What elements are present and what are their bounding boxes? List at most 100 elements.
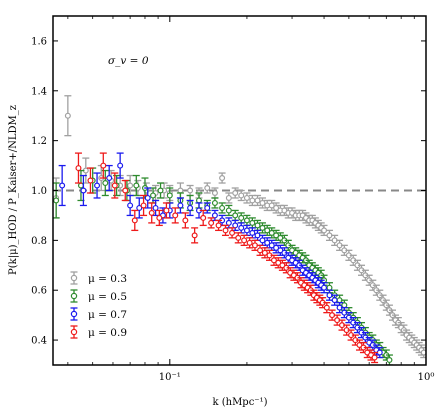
- data-point: [268, 229, 275, 236]
- y-tick-label: 1.0: [31, 186, 47, 197]
- data-point: [215, 222, 222, 229]
- data-point: [232, 212, 239, 219]
- data-point: [235, 234, 242, 241]
- data-point: [94, 182, 101, 189]
- data-point: [177, 202, 184, 209]
- legend-label: μ = 0.7: [88, 309, 127, 321]
- data-point: [326, 284, 333, 291]
- data-point: [331, 297, 338, 304]
- data-point: [80, 187, 87, 194]
- data-point: [53, 197, 60, 204]
- data-point: [182, 217, 189, 224]
- data-point: [273, 244, 280, 251]
- data-point: [241, 237, 248, 244]
- data-point: [273, 204, 280, 211]
- data-point: [136, 204, 143, 211]
- data-point: [172, 212, 179, 219]
- data-point: [268, 202, 275, 209]
- data-point: [321, 284, 328, 291]
- y-tick-label: 1.2: [31, 136, 47, 147]
- data-point: [140, 202, 147, 209]
- data-point: [264, 227, 271, 234]
- legend-marker: [70, 310, 78, 318]
- data-point: [144, 194, 151, 201]
- data-point: [77, 182, 84, 189]
- data-point: [229, 229, 236, 236]
- legend: μ = 0.3 μ = 0.5 μ = 0.7 μ = 0.9: [70, 271, 127, 339]
- legend-marker: [70, 292, 78, 300]
- data-point: [225, 219, 232, 226]
- data-point: [219, 175, 226, 182]
- data-point: [232, 189, 239, 196]
- data-point: [187, 204, 194, 211]
- data-point: [100, 162, 107, 169]
- data-point: [268, 242, 275, 249]
- data-point: [75, 165, 82, 172]
- y-axis-label: P(k|μ)_HOD / P_Kaiser+/NLDM_z: [8, 105, 19, 275]
- x-tick-label: 10⁰: [418, 372, 435, 383]
- data-point: [243, 227, 250, 234]
- data-point: [87, 177, 94, 184]
- data-point: [386, 357, 393, 364]
- series-3: [74, 152, 379, 364]
- data-point: [246, 239, 253, 246]
- data-point: [177, 187, 184, 194]
- data-point: [259, 199, 266, 206]
- data-point: [238, 224, 245, 231]
- data-point: [249, 219, 256, 226]
- data-point: [238, 214, 245, 221]
- data-point: [117, 162, 124, 169]
- data-point: [341, 302, 348, 309]
- data-point: [211, 199, 218, 206]
- data-point: [187, 187, 194, 194]
- data-point: [200, 214, 207, 221]
- sigma-annotation: σ_v = 0: [108, 55, 149, 67]
- data-point: [122, 187, 129, 194]
- data-point: [275, 259, 282, 266]
- y-tick-label: 1.4: [31, 86, 47, 97]
- data-point: [249, 229, 256, 236]
- data-point: [163, 207, 170, 214]
- data-point: [131, 217, 138, 224]
- data-point: [371, 354, 378, 361]
- data-point: [133, 182, 140, 189]
- data-point: [102, 180, 109, 187]
- data-point: [243, 194, 250, 201]
- legend-marker: [70, 274, 78, 282]
- legend-marker: [70, 328, 78, 336]
- y-tick-label: 0.4: [31, 336, 47, 347]
- data-point: [259, 237, 266, 244]
- data-point: [211, 212, 218, 219]
- legend-label: μ = 0.9: [88, 327, 127, 339]
- data-point: [420, 349, 426, 356]
- y-tick-label: 0.6: [31, 286, 47, 297]
- data-point: [59, 182, 66, 189]
- data-point: [204, 185, 211, 192]
- data-point: [261, 249, 268, 256]
- data-point: [273, 232, 280, 239]
- data-point: [225, 194, 232, 201]
- data-point: [259, 224, 266, 231]
- data-point: [222, 227, 229, 234]
- data-point: [243, 217, 250, 224]
- data-point: [219, 204, 226, 211]
- data-point: [270, 257, 277, 264]
- axis-layer: 0.4 0.6 0.8 1.0 1.2 1.4 1.6 10⁻¹ 10⁰: [31, 16, 434, 383]
- series-2: [58, 152, 384, 359]
- data-point: [232, 222, 239, 229]
- y-tick-label: 1.6: [31, 36, 47, 47]
- legend-label: μ = 0.5: [88, 291, 127, 303]
- data-point: [166, 192, 173, 199]
- data-point: [225, 207, 232, 214]
- legend-label: μ = 0.3: [88, 273, 127, 285]
- data-point: [195, 197, 202, 204]
- data-point: [254, 222, 261, 229]
- data-point: [204, 204, 211, 211]
- series-layer: [53, 95, 426, 365]
- data-point: [156, 214, 163, 221]
- data-point: [208, 219, 215, 226]
- data-point: [321, 227, 328, 234]
- data-point: [106, 175, 113, 182]
- data-point: [249, 197, 256, 204]
